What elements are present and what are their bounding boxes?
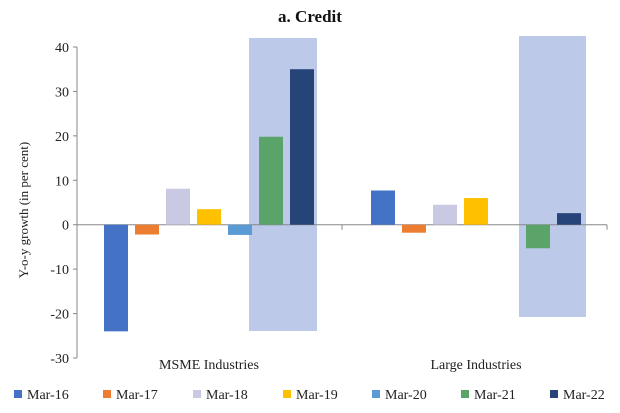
bar-mar-16-large (371, 190, 395, 225)
plot-area: -30 -20 -10 0 10 20 30 40 MSME Industries Large I… (50, 36, 608, 373)
bar-mar-17-large (402, 224, 426, 233)
legend-label: Mar-18 (206, 388, 248, 403)
y-tick-label: 30 (55, 85, 69, 100)
y-tick-label: -20 (50, 308, 69, 323)
y-tick-label: -10 (50, 263, 69, 278)
bar-mar-19-large (464, 198, 488, 225)
legend-label: Mar-19 (296, 388, 338, 403)
bar-mar-20-msme (228, 224, 252, 235)
legend: Mar-16 Mar-17 Mar-18 Mar-19 Mar-20 Mar-21 Mar-… (14, 388, 605, 403)
bar-mar-18-msme (166, 188, 190, 225)
legend-swatch (193, 390, 201, 398)
y-tick-label: 0 (62, 219, 69, 234)
bar-mar-21-large (526, 224, 550, 249)
highlight-band-2 (519, 36, 586, 317)
y-tick-label: 20 (55, 130, 69, 145)
bar-mar-22-msme (290, 69, 314, 225)
category-label: Large Industries (430, 358, 521, 373)
bar-mar-22-large (557, 213, 581, 225)
legend-swatch (461, 390, 469, 398)
y-tick-label: 10 (55, 174, 69, 189)
legend-swatch (14, 390, 22, 398)
bar-mar-18-large (433, 204, 457, 225)
legend-label: Mar-16 (27, 388, 69, 403)
category-label: MSME Industries (159, 358, 259, 373)
legend-label: Mar-17 (116, 388, 158, 403)
y-axis-label: Y-o-y growth (in per cent) (16, 142, 31, 278)
bar-mar-21-msme (259, 136, 283, 225)
bar-mar-19-msme (197, 209, 221, 225)
y-tick-label: 40 (55, 41, 69, 56)
legend-swatch (550, 390, 558, 398)
legend-swatch (283, 390, 291, 398)
legend-label: Mar-20 (385, 388, 427, 403)
legend-swatch (103, 390, 111, 398)
legend-label: Mar-21 (474, 388, 516, 403)
legend-label: Mar-22 (563, 388, 605, 403)
legend-swatch (372, 390, 380, 398)
bar-mar-17-msme (135, 224, 159, 235)
chart-title: a. Credit (278, 7, 342, 26)
bar-mar-16-msme (104, 224, 128, 332)
y-tick-label: -30 (50, 352, 69, 367)
